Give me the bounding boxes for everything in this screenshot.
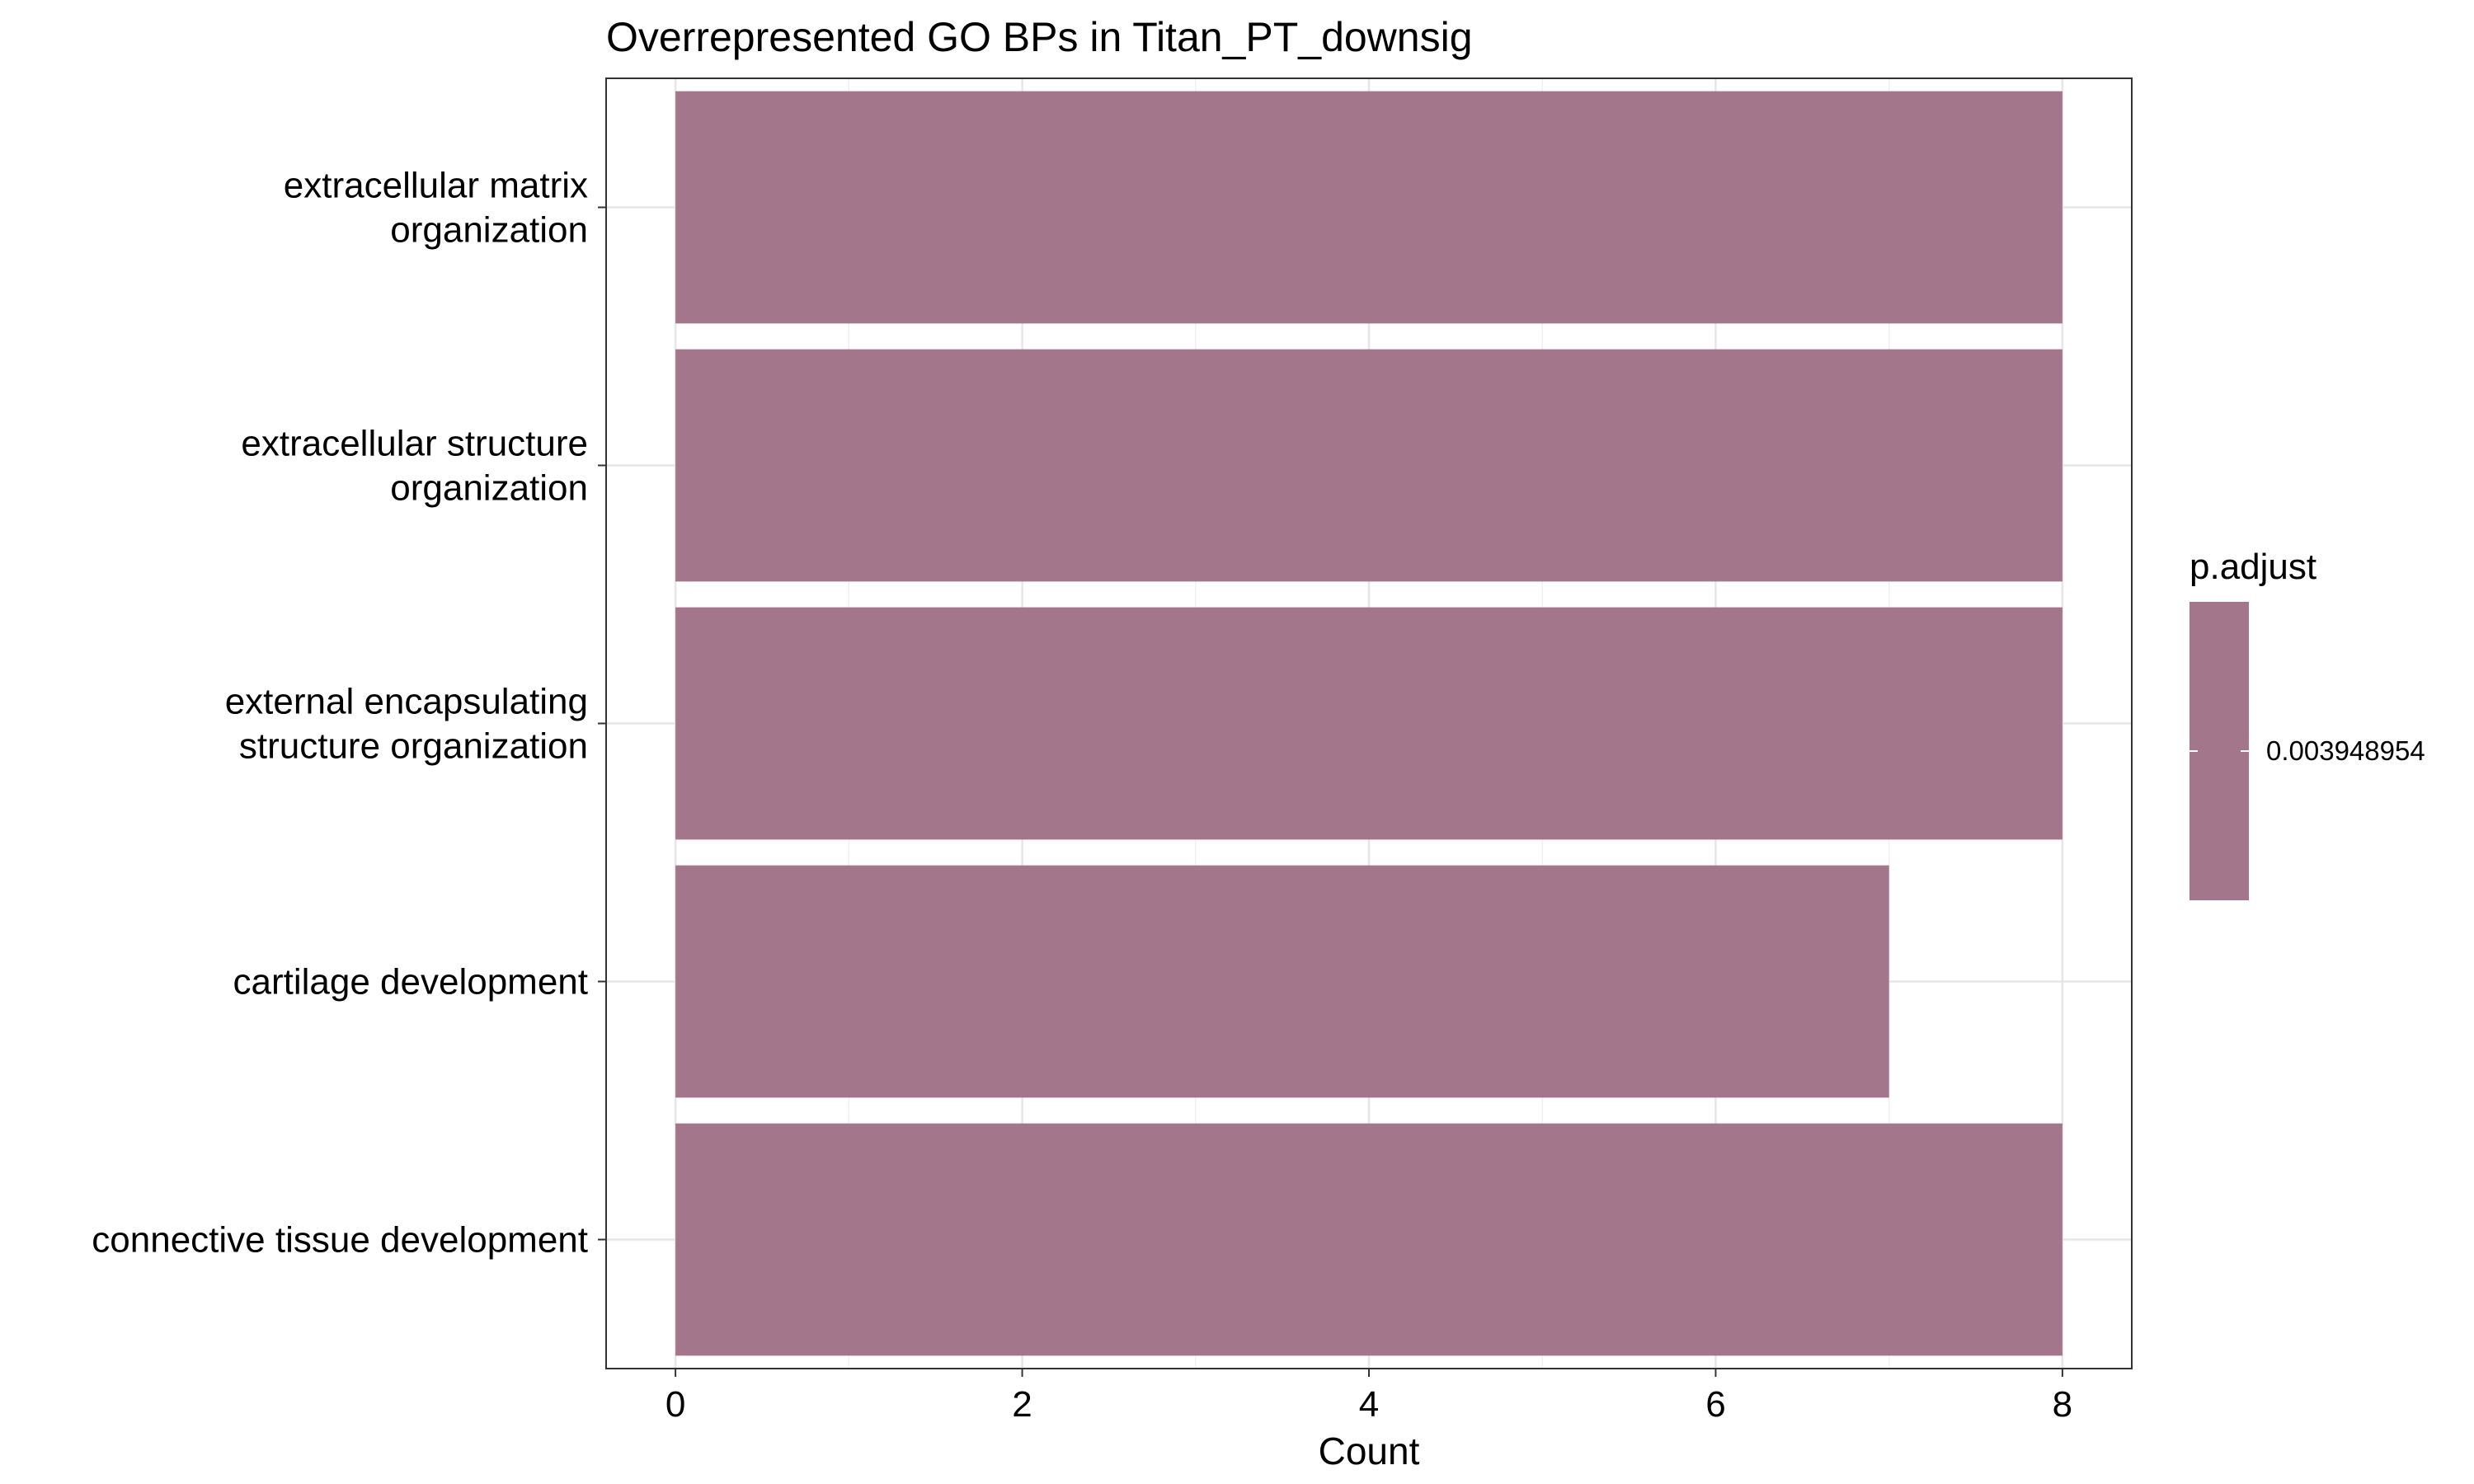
y-tick-label: connective tissue development — [92, 1220, 588, 1261]
y-tick-label: organization — [390, 468, 588, 509]
legend-title: p.adjust — [2189, 547, 2316, 587]
bar — [675, 349, 2062, 582]
legend: p.adjust 0.003948954 — [2189, 547, 2425, 900]
x-tick-label: 0 — [666, 1384, 685, 1425]
y-tick-label: extracellular structure — [241, 424, 588, 464]
y-tick-label: structure organization — [239, 726, 588, 767]
x-tick-label: 8 — [2053, 1384, 2072, 1425]
bar — [675, 607, 2062, 840]
x-axis: 0 2 4 6 8 — [666, 1369, 2072, 1425]
x-tick-label: 2 — [1012, 1384, 1032, 1425]
x-tick-label: 6 — [1705, 1384, 1725, 1425]
bar — [675, 865, 1889, 1098]
legend-label: 0.003948954 — [2266, 735, 2425, 766]
y-axis: extracellular matrixorganizationextracel… — [92, 166, 606, 1261]
y-tick-label: extracellular matrix — [284, 166, 588, 206]
bars-layer — [675, 91, 2062, 1356]
bar — [675, 1123, 2062, 1356]
y-tick-label: cartilage development — [233, 962, 588, 1003]
bar — [675, 91, 2062, 324]
y-tick-label: organization — [390, 210, 588, 251]
y-tick-label: external encapsulating — [225, 682, 588, 722]
x-tick-label: 4 — [1359, 1384, 1379, 1425]
chart-title: Overrepresented GO BPs in Titan_PT_downs… — [606, 14, 1473, 60]
x-axis-title: Count — [1319, 1430, 1420, 1472]
legend-colorbar — [2189, 602, 2249, 900]
